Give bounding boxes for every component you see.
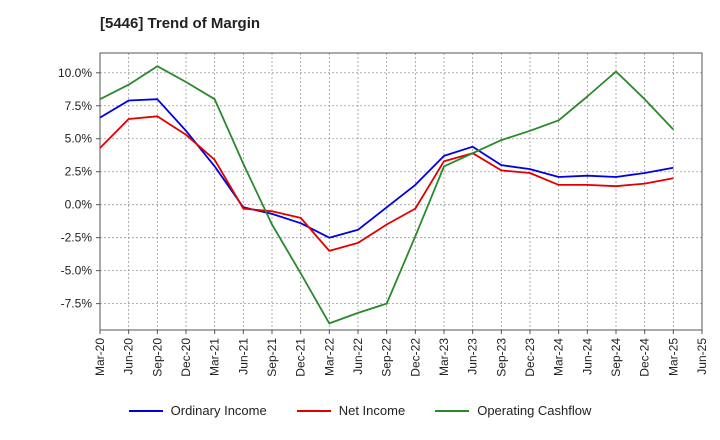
x-tick-label: Sep-23 — [494, 338, 508, 377]
x-tick-label: Jun-21 — [236, 338, 250, 375]
x-tick-label: Sep-21 — [265, 338, 279, 377]
x-tick-label: Mar-20 — [93, 338, 107, 376]
x-tick-label: Mar-22 — [322, 338, 336, 376]
x-tick-label: Mar-21 — [208, 338, 222, 376]
y-tick-label: 0.0% — [65, 198, 93, 212]
legend-swatch — [435, 409, 470, 412]
x-tick-label: Dec-23 — [523, 338, 537, 377]
series-line-net-income — [99, 115, 674, 252]
chart-title: [5446] Trend of Margin — [100, 15, 261, 32]
legend-label: Net Income — [338, 403, 406, 418]
x-tick-label: Sep-20 — [150, 338, 164, 377]
x-tick-label: Dec-22 — [408, 338, 422, 377]
series-line-operating-cashflow — [99, 65, 674, 325]
legend-item-operating-cashflow: Operating Cashflow — [435, 403, 591, 418]
x-tick-label: Jun-23 — [466, 338, 480, 375]
grid-layer — [100, 53, 702, 330]
y-tick-label: 7.5% — [65, 99, 93, 113]
x-tick-label: Jun-20 — [122, 338, 136, 375]
x-axis-ticks: Mar-20 Jun-20 Sep-20 Dec-20 Mar-21 Jun-21 Sep-… — [93, 330, 709, 377]
x-tick-label: Mar-24 — [552, 338, 566, 376]
x-tick-label: Dec-20 — [179, 338, 193, 377]
x-tick-label: Sep-22 — [380, 338, 394, 377]
legend-swatch — [296, 409, 331, 412]
legend-label: Ordinary Income — [170, 403, 267, 418]
legend-item-net-income: Net Income — [296, 403, 406, 418]
legend: Ordinary Income Net Income Operating Cashf… — [0, 403, 720, 418]
y-tick-label: 2.5% — [65, 165, 93, 179]
legend-label: Operating Cashflow — [477, 403, 592, 418]
series-line-ordinary-income — [99, 98, 674, 239]
x-tick-label: Jun-25 — [695, 338, 709, 375]
x-tick-label: Mar-25 — [666, 338, 680, 376]
y-tick-label: 10.0% — [58, 66, 92, 80]
y-tick-label: 5.0% — [65, 132, 93, 146]
plot-frame — [99, 52, 703, 331]
x-tick-label: Dec-24 — [638, 338, 652, 377]
x-tick-label: Dec-21 — [294, 338, 308, 377]
y-axis-ticks: 10.0% 7.5% 5.0% 2.5% 0.0% -2.5% -5.0% -7.5% — [58, 66, 100, 311]
legend-item-ordinary-income: Ordinary Income — [128, 403, 267, 418]
x-tick-label: Jun-24 — [580, 338, 594, 375]
y-tick-label: -2.5% — [61, 231, 93, 245]
y-tick-label: -7.5% — [61, 297, 93, 311]
series-layer — [99, 65, 674, 325]
x-tick-label: Jun-22 — [351, 338, 365, 375]
y-tick-label: -5.0% — [61, 264, 93, 278]
x-tick-label: Sep-24 — [609, 338, 623, 377]
legend-swatch — [128, 409, 163, 412]
x-tick-label: Mar-23 — [437, 338, 451, 376]
